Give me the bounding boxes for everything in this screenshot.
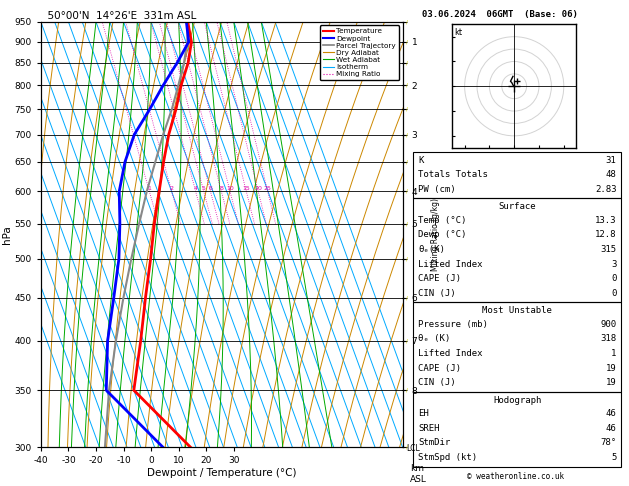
Text: 1: 1	[147, 187, 152, 191]
Text: CIN (J): CIN (J)	[418, 378, 456, 387]
Text: 2: 2	[170, 187, 174, 191]
Text: 318: 318	[600, 334, 616, 344]
Text: CIN (J): CIN (J)	[418, 289, 456, 298]
Text: PW (cm): PW (cm)	[418, 185, 456, 194]
Text: StmDir: StmDir	[418, 438, 450, 448]
Text: 48: 48	[606, 170, 616, 179]
Text: 315: 315	[600, 245, 616, 254]
Text: 20: 20	[254, 187, 262, 191]
Text: 19: 19	[606, 364, 616, 373]
Text: kt: kt	[455, 28, 463, 37]
Text: 5: 5	[202, 187, 206, 191]
Text: 2.83: 2.83	[595, 185, 616, 194]
Legend: Temperature, Dewpoint, Parcel Trajectory, Dry Adiabat, Wet Adiabat, Isotherm, Mi: Temperature, Dewpoint, Parcel Trajectory…	[320, 25, 399, 80]
Text: 0: 0	[611, 289, 616, 298]
Text: 4: 4	[194, 187, 198, 191]
Text: CAPE (J): CAPE (J)	[418, 364, 461, 373]
Text: /: /	[406, 39, 408, 44]
Text: Lifted Index: Lifted Index	[418, 349, 483, 358]
Text: 1: 1	[611, 349, 616, 358]
Text: /: /	[406, 221, 408, 226]
X-axis label: Dewpoint / Temperature (°C): Dewpoint / Temperature (°C)	[147, 468, 296, 478]
Text: K: K	[418, 156, 424, 165]
Text: /: /	[406, 256, 408, 261]
Text: 6: 6	[209, 187, 213, 191]
Text: θₑ (K): θₑ (K)	[418, 334, 450, 344]
Text: /: /	[406, 388, 408, 393]
Text: Totals Totals: Totals Totals	[418, 170, 488, 179]
Text: 46: 46	[606, 424, 616, 433]
Text: /: /	[406, 338, 408, 344]
Text: 15: 15	[242, 187, 250, 191]
Text: /: /	[406, 295, 408, 300]
Text: Pressure (mb): Pressure (mb)	[418, 320, 488, 329]
Text: 13.3: 13.3	[595, 216, 616, 225]
Text: 900: 900	[600, 320, 616, 329]
Text: 3: 3	[611, 260, 616, 269]
Text: /: /	[406, 83, 408, 88]
Text: SREH: SREH	[418, 424, 440, 433]
Text: 5: 5	[611, 453, 616, 462]
Text: Temp (°C): Temp (°C)	[418, 216, 467, 225]
Text: 03.06.2024  06GMT  (Base: 06): 03.06.2024 06GMT (Base: 06)	[422, 10, 578, 19]
Text: /: /	[406, 132, 408, 137]
Text: 25: 25	[264, 187, 272, 191]
Text: 46: 46	[606, 409, 616, 418]
Text: 19: 19	[606, 378, 616, 387]
Text: Lifted Index: Lifted Index	[418, 260, 483, 269]
Text: Dewp (°C): Dewp (°C)	[418, 230, 467, 240]
Text: Mixing Ratio (g/kg): Mixing Ratio (g/kg)	[431, 198, 440, 271]
Text: 10: 10	[226, 187, 234, 191]
Text: EH: EH	[418, 409, 429, 418]
Text: km
ASL: km ASL	[410, 464, 426, 484]
Text: 12.8: 12.8	[595, 230, 616, 240]
Text: /: /	[406, 60, 408, 66]
Text: /: /	[406, 19, 408, 24]
Text: 78°: 78°	[600, 438, 616, 448]
Text: Most Unstable: Most Unstable	[482, 306, 552, 315]
Text: /: /	[406, 159, 408, 164]
Text: 50°00'N  14°26'E  331m ASL: 50°00'N 14°26'E 331m ASL	[41, 11, 196, 21]
Text: 0: 0	[611, 274, 616, 283]
Y-axis label: hPa: hPa	[2, 225, 12, 244]
Text: LCL: LCL	[406, 444, 420, 453]
Text: /: /	[406, 106, 408, 112]
Text: θₑ(K): θₑ(K)	[418, 245, 445, 254]
Text: 8: 8	[220, 187, 223, 191]
Text: Surface: Surface	[499, 202, 536, 211]
Text: 31: 31	[606, 156, 616, 165]
Text: CAPE (J): CAPE (J)	[418, 274, 461, 283]
Text: /: /	[406, 445, 408, 450]
Text: /: /	[406, 189, 408, 194]
Text: Hodograph: Hodograph	[493, 396, 542, 405]
Text: © weatheronline.co.uk: © weatheronline.co.uk	[467, 472, 564, 481]
Text: StmSpd (kt): StmSpd (kt)	[418, 453, 477, 462]
